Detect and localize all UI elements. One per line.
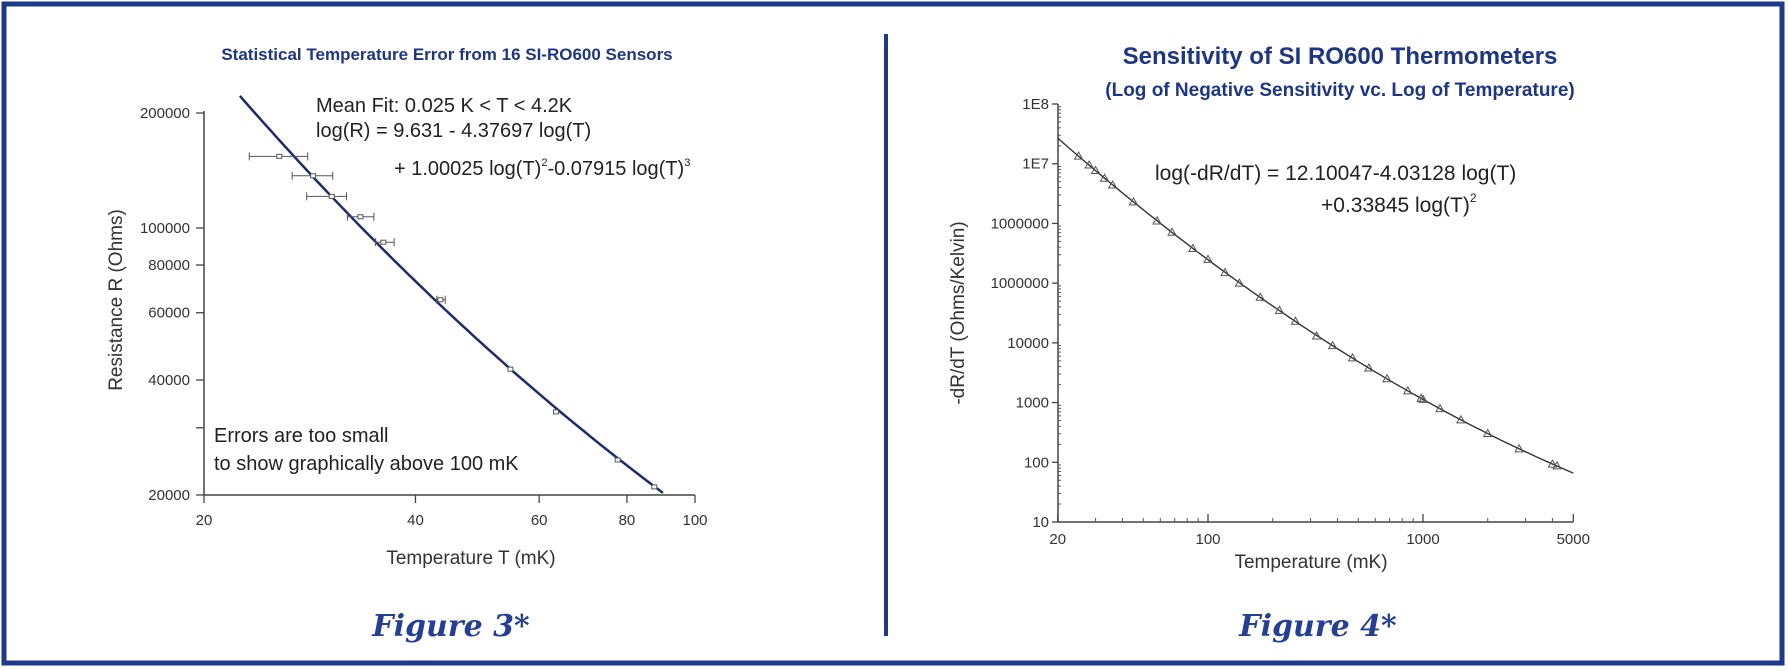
y-tick-label: 40000 <box>148 372 190 389</box>
data-point <box>1274 305 1285 314</box>
data-point <box>1152 215 1163 225</box>
data-point <box>1128 196 1139 206</box>
figure4-subtitle: (Log of Negative Sensitivity vc. Log of … <box>1105 80 1574 101</box>
errors-note-line1: Errors are too small <box>214 425 389 447</box>
data-point <box>1435 403 1445 413</box>
data-point <box>651 484 658 490</box>
fit-equation-line2: + 1.00025 log(T)2-0.07915 log(T)3 <box>394 157 690 180</box>
x-tick-label: 5000 <box>1557 531 1590 548</box>
data-point <box>1290 316 1301 325</box>
y-tick-label: 100 <box>1024 454 1049 471</box>
data-point <box>1255 292 1266 301</box>
x-tick-label: 80 <box>619 512 636 529</box>
y-tick-label: 1000000 <box>991 215 1049 232</box>
data-point <box>1455 414 1466 424</box>
data-point <box>1073 151 1084 160</box>
data-point <box>1090 165 1101 174</box>
data-point <box>1327 340 1338 350</box>
data-point <box>380 239 387 245</box>
x-tick-label: 100 <box>682 512 707 529</box>
data-point <box>1187 243 1198 253</box>
figure4-caption: Figure 4* <box>1238 609 1397 644</box>
data-point <box>1382 373 1392 383</box>
y-tick-label: 10000 <box>1007 335 1049 352</box>
fit-equation-line1: log(-dR/dT) = 12.10047-4.03128 log(T) <box>1155 162 1516 185</box>
data-point <box>1220 267 1230 277</box>
x-tick-label: 1000 <box>1406 531 1439 548</box>
data-point <box>1167 227 1177 236</box>
y-tick-label: 200000 <box>140 105 190 122</box>
y-tick-label: 60000 <box>148 305 190 322</box>
data-point <box>1547 459 1558 468</box>
y-tick-label: 1000 <box>1016 395 1049 412</box>
x-axis-title: Temperature (mK) <box>1234 552 1387 573</box>
data-point <box>1402 385 1413 395</box>
data-point <box>1203 254 1213 263</box>
y-tick-label: 100000 <box>140 220 190 237</box>
x-tick-label: 100 <box>1195 531 1220 548</box>
y-axis-title: Resistance R (Ohms) <box>106 209 127 391</box>
figure-4: Sensitivity of SI RO600 Thermometers (Lo… <box>948 43 1590 644</box>
data-point <box>1084 160 1095 169</box>
data-point <box>357 214 364 220</box>
data-point <box>1347 352 1358 362</box>
data-point <box>310 173 317 179</box>
y-tick-label: 1000000 <box>991 275 1049 292</box>
data-point <box>276 153 283 159</box>
data-point <box>1311 331 1322 340</box>
x-axis-title: Temperature T (mK) <box>386 548 555 569</box>
y-axis-title: -dR/dT (Ohms/Kelvin) <box>948 221 969 404</box>
figure3-caption: Figure 3* <box>371 609 530 644</box>
x-tick-label: 20 <box>196 512 213 529</box>
figure3-title: Statistical Temperature Error from 16 SI… <box>221 45 672 64</box>
data-point <box>1099 173 1110 182</box>
data-point <box>507 366 514 372</box>
y-tick-label: 20000 <box>148 487 190 504</box>
x-tick-label: 40 <box>407 512 424 529</box>
data-point <box>614 457 621 463</box>
fit-range-label: Mean Fit: 0.025 K < T < 4.2K <box>316 95 573 117</box>
data-point <box>1107 179 1118 189</box>
data-point <box>437 297 444 303</box>
data-point <box>1234 278 1245 287</box>
y-tick-label: 10 <box>1032 514 1049 531</box>
x-tick-label: 20 <box>1049 531 1066 548</box>
x-tick-label: 60 <box>531 512 548 529</box>
y-tick-label: 1E8 <box>1022 96 1049 113</box>
data-point <box>1482 428 1493 438</box>
data-point <box>328 193 335 199</box>
data-point <box>552 409 559 415</box>
figure-3: Statistical Temperature Error from 16 SI… <box>106 45 708 644</box>
errors-note-line2: to show graphically above 100 mK <box>214 453 519 475</box>
y-tick-label: 80000 <box>148 257 190 274</box>
data-point <box>1514 443 1525 453</box>
data-point <box>1552 460 1562 470</box>
figure4-title: Sensitivity of SI RO600 Thermometers <box>1123 43 1558 70</box>
fit-equation-line2: +0.33845 log(T)2 <box>1321 191 1477 217</box>
plot-area: 200000 100000 80000 60000 40000 20000 20 40 60 80… <box>140 95 708 529</box>
data-point <box>1416 393 1426 402</box>
y-tick-label: 1E7 <box>1022 156 1049 173</box>
data-point <box>1363 362 1374 372</box>
data-point <box>1418 394 1428 403</box>
fit-curve <box>1057 137 1574 474</box>
fit-equation-line1: log(R) = 9.631 - 4.37697 log(T) <box>316 120 591 142</box>
